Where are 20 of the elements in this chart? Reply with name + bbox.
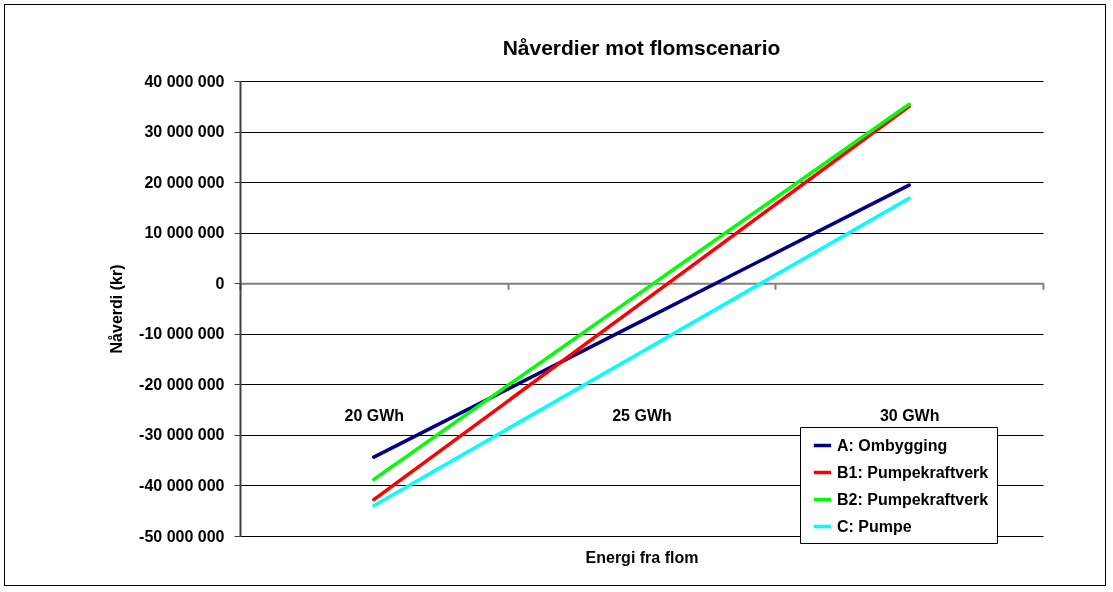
legend-label: A: Ombygging [837, 436, 948, 454]
y-tick-label: 0 [215, 274, 225, 292]
chart-title: Nåverdier mot flomscenario [502, 36, 781, 59]
y-axis-title: Nåverdi (kr) [108, 264, 126, 354]
legend-label: B1: Pumpekraftverk [837, 463, 989, 481]
legend-label: C: Pumpe [837, 517, 912, 535]
y-tick-label: -40 000 000 [139, 476, 225, 494]
x-axis-title: Energi fra flom [585, 548, 699, 566]
y-tick-label: -10 000 000 [139, 325, 225, 343]
y-tick-label: 10 000 000 [144, 224, 225, 242]
legend-label: B2: Pumpekraftverk [837, 490, 989, 508]
y-tick-label: 20 000 000 [144, 173, 225, 191]
y-tick-label: 40 000 000 [144, 72, 225, 90]
y-tick-label: -20 000 000 [139, 375, 225, 393]
x-tick-label: 25 GWh [612, 406, 672, 424]
y-tick-label: -30 000 000 [139, 426, 225, 444]
y-tick-label: 30 000 000 [144, 123, 225, 141]
x-tick-label: 20 GWh [344, 406, 405, 424]
x-tick-label: 30 GWh [879, 406, 940, 424]
y-tick-label: -50 000 000 [139, 527, 225, 545]
